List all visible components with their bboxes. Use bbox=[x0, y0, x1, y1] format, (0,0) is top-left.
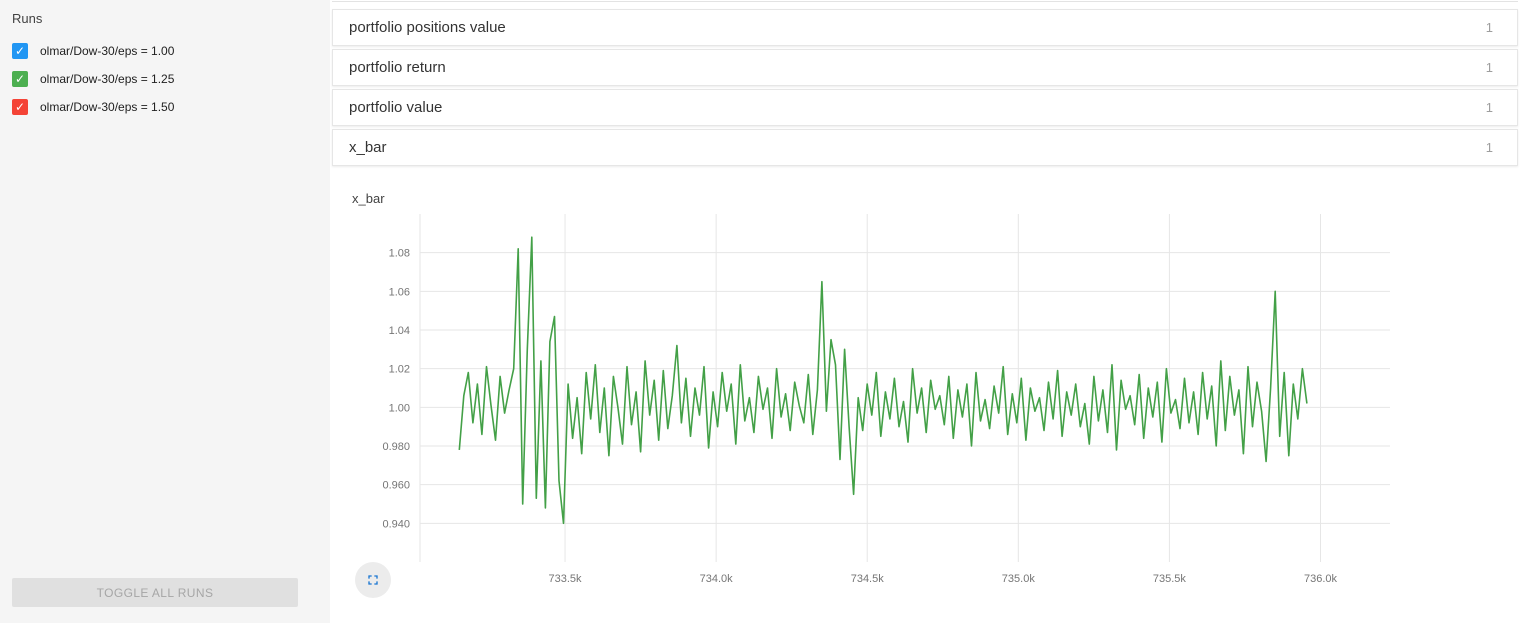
run-checkbox[interactable]: ✓ bbox=[12, 99, 28, 115]
svg-text:735.5k: 735.5k bbox=[1153, 573, 1187, 585]
svg-text:734.0k: 734.0k bbox=[700, 573, 734, 585]
panel-count-badge: 1 bbox=[1485, 140, 1493, 155]
toggle-all-runs-button[interactable]: TOGGLE ALL RUNS bbox=[12, 578, 298, 607]
svg-text:0.980: 0.980 bbox=[382, 441, 410, 453]
svg-text:1.06: 1.06 bbox=[389, 286, 410, 298]
run-label: olmar/Dow-30/eps = 1.00 bbox=[40, 44, 175, 58]
expand-chart-button[interactable] bbox=[355, 562, 391, 598]
run-row-eps-1.50[interactable]: ✓ olmar/Dow-30/eps = 1.50 bbox=[12, 97, 174, 117]
svg-text:1.08: 1.08 bbox=[389, 248, 410, 260]
svg-text:0.960: 0.960 bbox=[382, 480, 410, 492]
panel-header-portfolio-return[interactable]: portfolio return 1 bbox=[332, 49, 1518, 86]
panel-header-x-bar[interactable]: x_bar 1 bbox=[332, 129, 1518, 166]
x-bar-line-chart[interactable]: 0.940 0.960 0.980 1.00 1.02 1.04 1.06 1.08 733.5… bbox=[340, 207, 1410, 597]
svg-text:733.5k: 733.5k bbox=[549, 573, 583, 585]
panel-count-badge: 1 bbox=[1485, 100, 1493, 115]
svg-text:735.0k: 735.0k bbox=[1002, 573, 1036, 585]
svg-text:0.940: 0.940 bbox=[382, 518, 410, 530]
svg-text:736.0k: 736.0k bbox=[1304, 573, 1338, 585]
scalar-panels-area: portfolio positions value 1 portfolio re… bbox=[332, 0, 1518, 623]
chart-title: x_bar bbox=[352, 191, 385, 206]
panel-title: portfolio return bbox=[349, 59, 446, 76]
runs-sidebar: Runs ✓ olmar/Dow-30/eps = 1.00 ✓ olmar/D… bbox=[0, 0, 330, 623]
cutoff-panel-edge bbox=[332, 0, 1518, 2]
panel-count-badge: 1 bbox=[1485, 20, 1493, 35]
fullscreen-icon bbox=[365, 572, 381, 588]
runs-title: Runs bbox=[12, 11, 43, 26]
run-row-eps-1.00[interactable]: ✓ olmar/Dow-30/eps = 1.00 bbox=[12, 41, 174, 61]
x-bar-panel-body: x_bar 0.940 0.960 0.980 1.00 1.02 1.04 1.06 1.0… bbox=[332, 169, 1518, 623]
panel-count-badge: 1 bbox=[1485, 60, 1493, 75]
panel-header-portfolio-value[interactable]: portfolio value 1 bbox=[332, 89, 1518, 126]
run-label: olmar/Dow-30/eps = 1.25 bbox=[40, 72, 175, 86]
run-row-eps-1.25[interactable]: ✓ olmar/Dow-30/eps = 1.25 bbox=[12, 69, 174, 89]
svg-text:1.02: 1.02 bbox=[389, 364, 410, 376]
panel-title: x_bar bbox=[349, 139, 387, 156]
svg-text:734.5k: 734.5k bbox=[851, 573, 885, 585]
panel-title: portfolio positions value bbox=[349, 19, 506, 36]
panel-header-portfolio-positions-value[interactable]: portfolio positions value 1 bbox=[332, 9, 1518, 46]
run-checkbox[interactable]: ✓ bbox=[12, 43, 28, 59]
svg-text:1.04: 1.04 bbox=[389, 325, 410, 337]
run-checkbox[interactable]: ✓ bbox=[12, 71, 28, 87]
run-label: olmar/Dow-30/eps = 1.50 bbox=[40, 100, 175, 114]
svg-text:1.00: 1.00 bbox=[389, 402, 410, 414]
panel-title: portfolio value bbox=[349, 99, 443, 116]
